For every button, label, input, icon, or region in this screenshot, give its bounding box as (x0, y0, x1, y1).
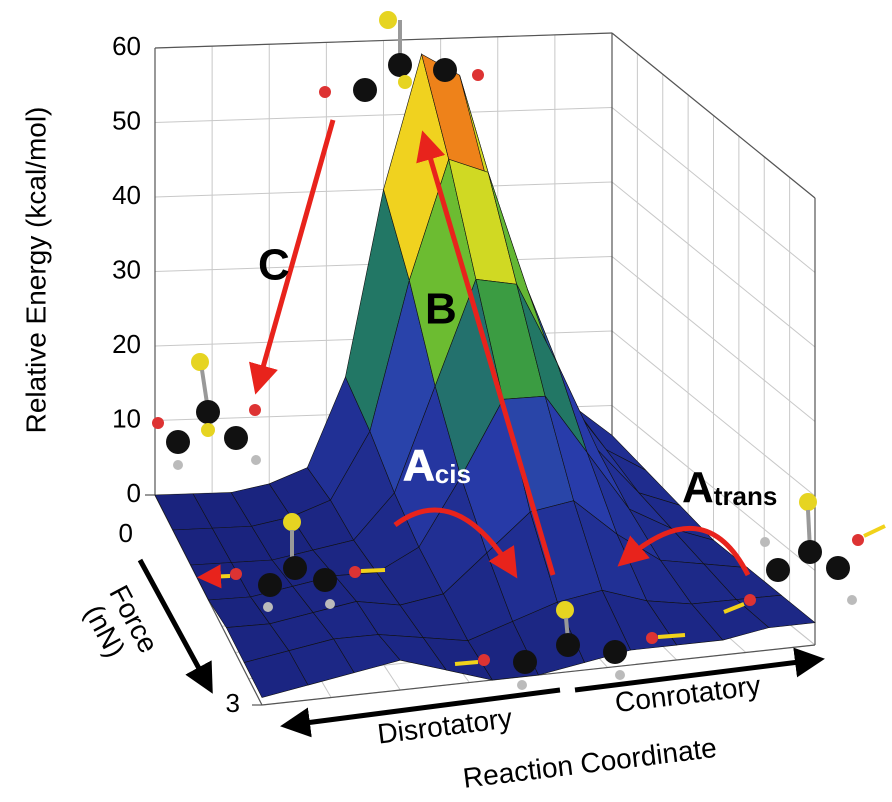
arrow (393, 507, 518, 579)
disrotatory-arrow (280, 687, 561, 738)
arrow (617, 525, 751, 577)
molecule (197, 513, 386, 612)
molecule (723, 493, 886, 614)
molecule (454, 601, 686, 690)
surface (154, 52, 816, 698)
z-axis-label: Relative Energy (kcal/mol) (20, 107, 51, 434)
conrotatory-arrow (574, 647, 825, 693)
axis-line (611, 32, 816, 199)
z-tick-label: 50 (112, 105, 141, 135)
annotation-main: A (682, 463, 714, 512)
force-tick-label: 0 (119, 518, 133, 548)
z-tick-label: 60 (112, 31, 141, 61)
annotation-main: A (403, 441, 435, 490)
surface-patch (735, 594, 816, 628)
force-tick-label: 3 (226, 688, 240, 718)
z-tick-label: 0 (127, 478, 141, 508)
force-arrow (137, 558, 213, 694)
z-tick-label: 10 (112, 403, 141, 433)
annotation-sub: trans (714, 481, 778, 511)
arrow (416, 130, 556, 576)
axis-line (154, 32, 613, 49)
arrow (249, 119, 336, 395)
molecule (152, 353, 261, 470)
molecule (319, 11, 484, 102)
annotation-sub: cis (435, 459, 471, 489)
annotation: Atrans (682, 463, 777, 512)
x-axis-label: Reaction Coordinate (461, 732, 718, 794)
z-tick-label: 40 (112, 180, 141, 210)
annotation: C (258, 241, 290, 290)
z-tick-label: 30 (112, 254, 141, 284)
decorations (137, 11, 886, 738)
annotation: B (425, 285, 457, 334)
annotation: Acis (403, 441, 471, 490)
z-tick-label: 20 (112, 329, 141, 359)
